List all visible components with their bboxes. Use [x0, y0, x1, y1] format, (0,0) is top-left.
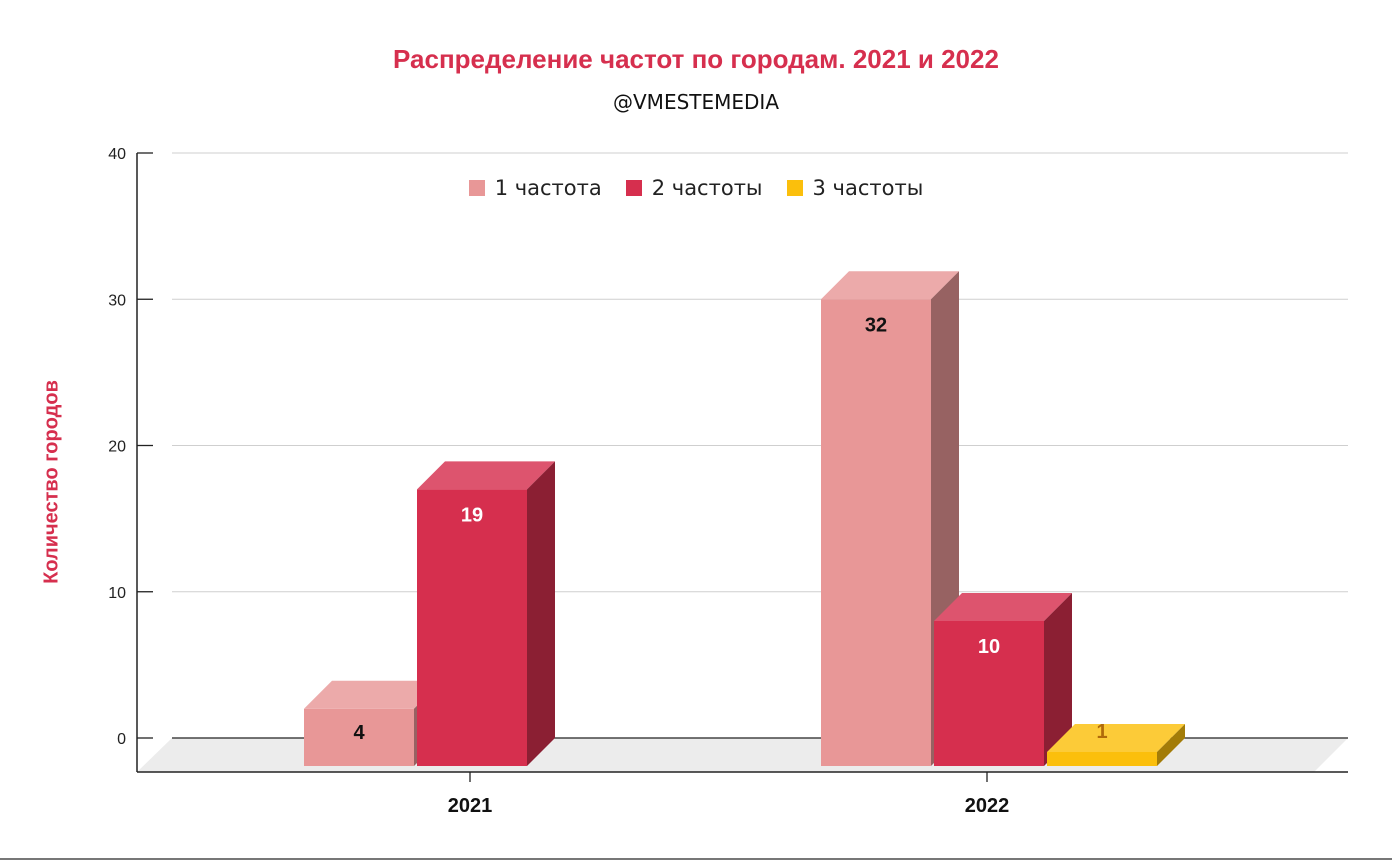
data-label-2022-series-1: 32 — [865, 314, 887, 336]
legend-item-series-1[interactable]: 1 частота — [468, 176, 602, 200]
bottom-divider — [0, 858, 1392, 860]
y-tick-label-10: 10 — [108, 585, 126, 602]
legend-label-series-1: 1 частота — [494, 176, 602, 200]
bar-top-2021-series-1 — [304, 680, 442, 709]
chart-title: Распределение частот по городам. 2021 и … — [393, 44, 999, 74]
bar-2022-series-2 — [934, 621, 1044, 766]
bar-top-2022-series-2 — [934, 593, 1072, 621]
y-tick-label-40: 40 — [108, 146, 126, 163]
y-tick-label-30: 30 — [108, 292, 126, 309]
data-label-2021-series-1: 4 — [353, 722, 365, 744]
bar-2022-series-1 — [821, 299, 931, 766]
bar-2022-series-3 — [1047, 752, 1157, 766]
bar-top-2021-series-2 — [417, 461, 555, 490]
legend-swatch-series-3 — [786, 180, 803, 196]
legend-swatch-series-1 — [468, 180, 485, 196]
x-tick-label-2021: 2021 — [448, 795, 493, 817]
y-tick-label-0: 0 — [117, 731, 126, 748]
bar-top-2022-series-1 — [821, 271, 959, 300]
legend: 1 частота 2 частоты 3 частоты — [0, 176, 1392, 200]
bar-side-2022-series-2 — [1044, 593, 1072, 766]
bar-side-2021-series-2 — [527, 461, 555, 766]
legend-item-series-3[interactable]: 3 частоты — [786, 176, 924, 200]
data-label-2022-series-3: 1 — [1096, 721, 1107, 743]
chart-subtitle: @VMESTEMEDIA — [613, 90, 779, 114]
bar-top-2022-series-3 — [1047, 724, 1185, 752]
bar-2021-series-2 — [417, 489, 527, 766]
data-label-2021-series-2: 19 — [461, 504, 483, 526]
bar-2021-series-1 — [304, 708, 414, 766]
legend-label-series-3: 3 частоты — [812, 176, 924, 200]
legend-item-series-2[interactable]: 2 частоты — [625, 176, 763, 200]
y-tick-label-20: 20 — [108, 439, 126, 456]
x-tick-label-2022: 2022 — [965, 795, 1010, 817]
legend-label-series-2: 2 частоты — [651, 176, 763, 200]
bar-side-2022-series-3 — [1157, 724, 1185, 766]
data-label-2022-series-2: 10 — [978, 636, 1000, 658]
legend-swatch-series-2 — [625, 180, 642, 196]
